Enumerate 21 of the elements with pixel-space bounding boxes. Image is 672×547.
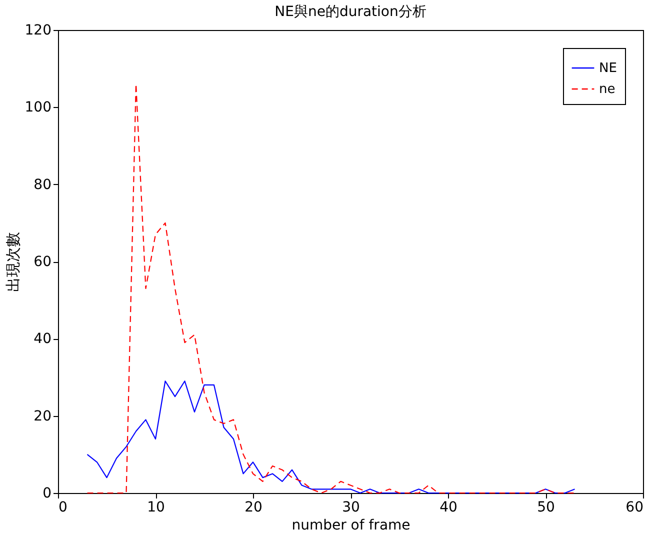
y-tick-label: 80 <box>34 176 52 193</box>
x-tick-label: 20 <box>244 500 262 516</box>
x-axis-title: number of frame <box>292 518 410 534</box>
x-tick-label: 60 <box>626 500 644 516</box>
chart-title: NE與ne的duration分析 <box>274 4 426 20</box>
y-tick-label: 20 <box>34 408 52 424</box>
x-tick-label: 10 <box>147 500 165 516</box>
x-tick-label: 30 <box>342 500 360 516</box>
y-tick-label: 0 <box>42 486 52 502</box>
y-tick-label: 60 <box>34 254 52 270</box>
line-series <box>86 380 576 494</box>
legend-label: NE <box>599 61 617 76</box>
x-tick-label: 0 <box>58 500 68 516</box>
legend-label: ne <box>599 82 616 97</box>
y-axis-title: 出現次數 <box>4 232 22 292</box>
x-tick-label: 50 <box>537 500 555 516</box>
x-tick-label: 40 <box>440 500 458 516</box>
y-tick-label: 100 <box>24 100 52 116</box>
y-tick-label: 40 <box>34 331 52 348</box>
line-series <box>86 83 576 494</box>
y-tick-label: 120 <box>24 22 52 38</box>
